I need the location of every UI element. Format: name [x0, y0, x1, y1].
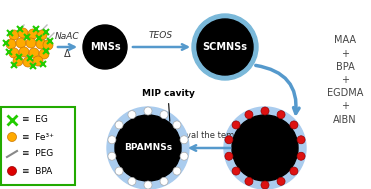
Text: BPAMNSs: BPAMNSs: [124, 143, 172, 153]
Circle shape: [180, 152, 188, 160]
Text: SCMNSs: SCMNSs: [203, 42, 247, 52]
Circle shape: [225, 136, 233, 144]
Text: ≡  EG: ≡ EG: [22, 115, 48, 125]
Circle shape: [173, 167, 181, 175]
Circle shape: [115, 167, 123, 175]
Text: Δ: Δ: [64, 49, 70, 59]
Circle shape: [26, 38, 36, 48]
Text: NaAC: NaAC: [55, 32, 79, 41]
Circle shape: [107, 107, 189, 189]
Circle shape: [180, 136, 188, 144]
Text: MAA
+
BPA
+
EGDMA
+
AIBN: MAA + BPA + EGDMA + AIBN: [327, 35, 363, 125]
Circle shape: [16, 38, 26, 48]
Circle shape: [144, 181, 152, 189]
Circle shape: [39, 49, 49, 59]
Circle shape: [7, 132, 16, 142]
Circle shape: [192, 14, 258, 80]
Circle shape: [108, 152, 116, 160]
Circle shape: [9, 48, 19, 58]
Circle shape: [37, 30, 47, 40]
Circle shape: [297, 136, 305, 144]
Circle shape: [19, 47, 29, 57]
Circle shape: [43, 40, 53, 50]
Circle shape: [18, 28, 28, 38]
Circle shape: [290, 121, 298, 129]
Circle shape: [144, 107, 152, 115]
Circle shape: [6, 39, 16, 49]
Circle shape: [277, 177, 285, 185]
Circle shape: [290, 167, 298, 175]
Circle shape: [245, 177, 253, 185]
Circle shape: [28, 29, 38, 39]
Circle shape: [108, 136, 116, 144]
Text: MNSs: MNSs: [90, 42, 120, 52]
Circle shape: [261, 107, 269, 115]
Circle shape: [173, 121, 181, 129]
Text: MIP cavity: MIP cavity: [142, 89, 194, 121]
Circle shape: [232, 115, 298, 181]
FancyBboxPatch shape: [1, 107, 75, 185]
Circle shape: [160, 177, 168, 185]
Circle shape: [23, 57, 33, 67]
Text: TEOS: TEOS: [149, 31, 173, 40]
Text: ≡  PEG: ≡ PEG: [22, 149, 53, 159]
Circle shape: [245, 111, 253, 119]
Circle shape: [297, 152, 305, 160]
Circle shape: [13, 56, 23, 66]
Circle shape: [33, 56, 43, 66]
Circle shape: [9, 30, 19, 40]
Circle shape: [232, 167, 240, 175]
Circle shape: [83, 25, 127, 69]
Circle shape: [115, 115, 181, 181]
Circle shape: [160, 111, 168, 119]
Circle shape: [197, 19, 253, 75]
Circle shape: [277, 111, 285, 119]
Text: Removal the template: Removal the template: [162, 131, 256, 140]
Circle shape: [232, 121, 240, 129]
Circle shape: [128, 177, 136, 185]
Circle shape: [261, 181, 269, 189]
Text: ≡  Fe³⁺: ≡ Fe³⁺: [22, 132, 54, 142]
Circle shape: [36, 39, 46, 49]
Circle shape: [128, 111, 136, 119]
Text: ≡  BPA: ≡ BPA: [22, 167, 52, 176]
Circle shape: [225, 152, 233, 160]
Circle shape: [29, 48, 39, 58]
Circle shape: [224, 107, 306, 189]
Circle shape: [7, 167, 16, 176]
Circle shape: [115, 121, 123, 129]
